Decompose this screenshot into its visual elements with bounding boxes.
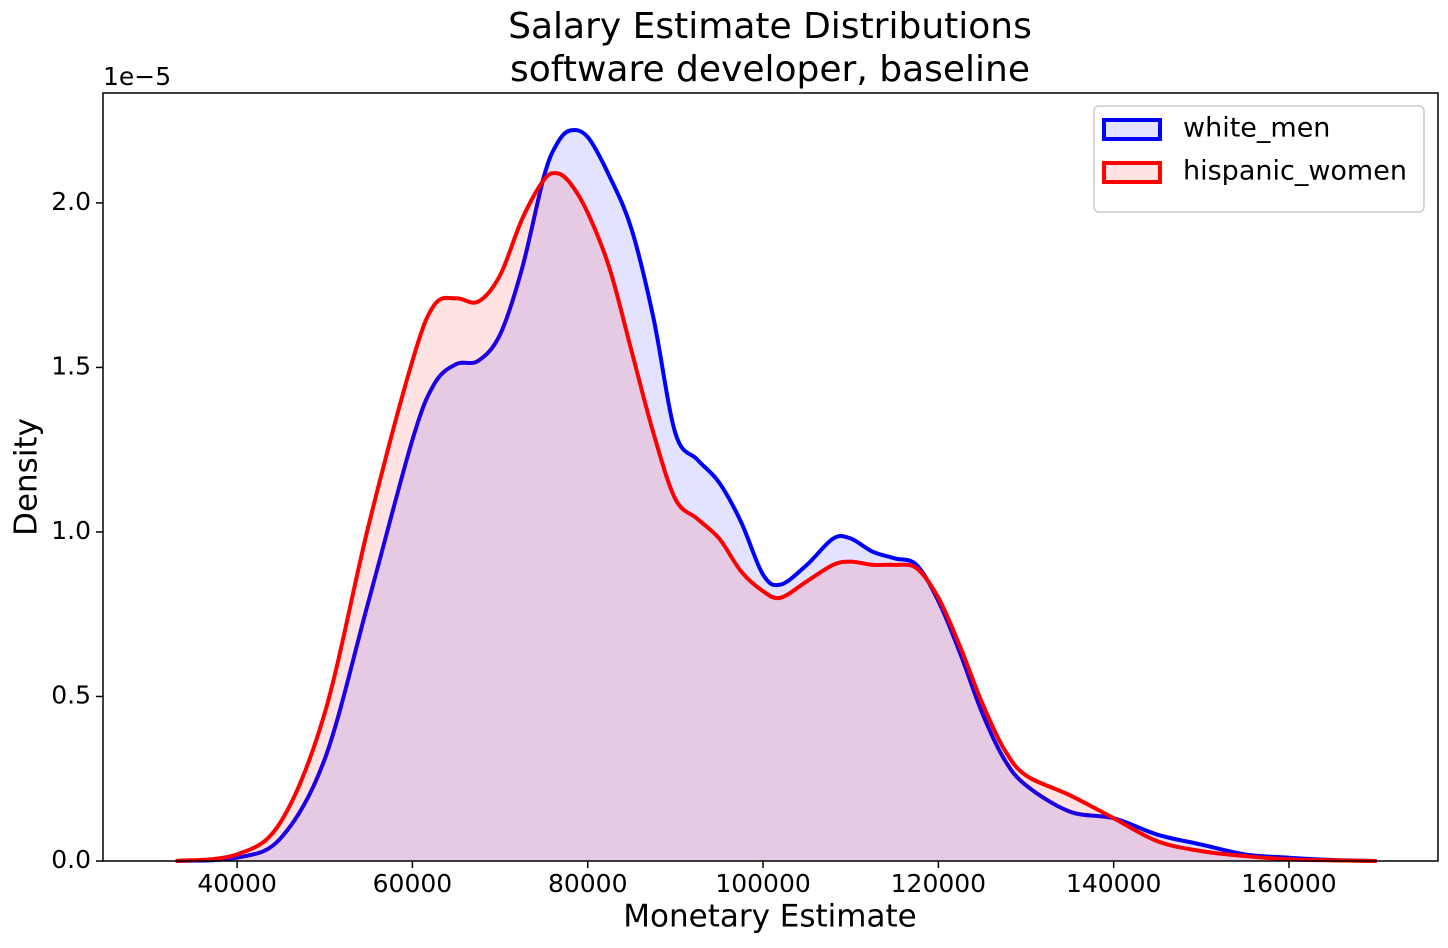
legend-label: hispanic_women xyxy=(1183,156,1407,187)
y-axis-label: Density xyxy=(9,418,45,536)
x-axis-label: Monetary Estimate xyxy=(623,899,916,935)
chart-title: Salary Estimate Distributions xyxy=(508,6,1032,47)
x-tick-label: 140000 xyxy=(1066,869,1161,898)
x-tick-label: 120000 xyxy=(891,869,986,898)
y-offset-label: 1e−5 xyxy=(103,62,171,91)
y-tick-label: 2.0 xyxy=(51,187,91,216)
chart-subtitle: software developer, baseline xyxy=(510,49,1030,90)
legend-label: white_men xyxy=(1183,113,1330,144)
density-line xyxy=(175,127,1377,863)
x-tick-label: 40000 xyxy=(197,869,277,898)
density-area xyxy=(175,173,1377,862)
legend-swatch xyxy=(1102,161,1162,184)
legend-swatch xyxy=(1102,118,1162,141)
legend-frame xyxy=(1093,105,1425,213)
y-tick-label: 1.0 xyxy=(51,516,91,545)
x-tick-label: 60000 xyxy=(373,869,453,898)
density-line xyxy=(175,171,1377,863)
y-tick-label: 0.0 xyxy=(51,845,91,874)
x-tick-label: 80000 xyxy=(548,869,628,898)
x-tick-label: 100000 xyxy=(715,869,810,898)
y-tick-label: 0.5 xyxy=(51,680,91,709)
density-area xyxy=(175,129,1377,862)
plot-frame xyxy=(102,92,1439,862)
legend: white_men hispanic_women xyxy=(1093,105,1425,213)
y-tick-label: 1.5 xyxy=(51,351,91,380)
x-tick-label: 160000 xyxy=(1241,869,1336,898)
